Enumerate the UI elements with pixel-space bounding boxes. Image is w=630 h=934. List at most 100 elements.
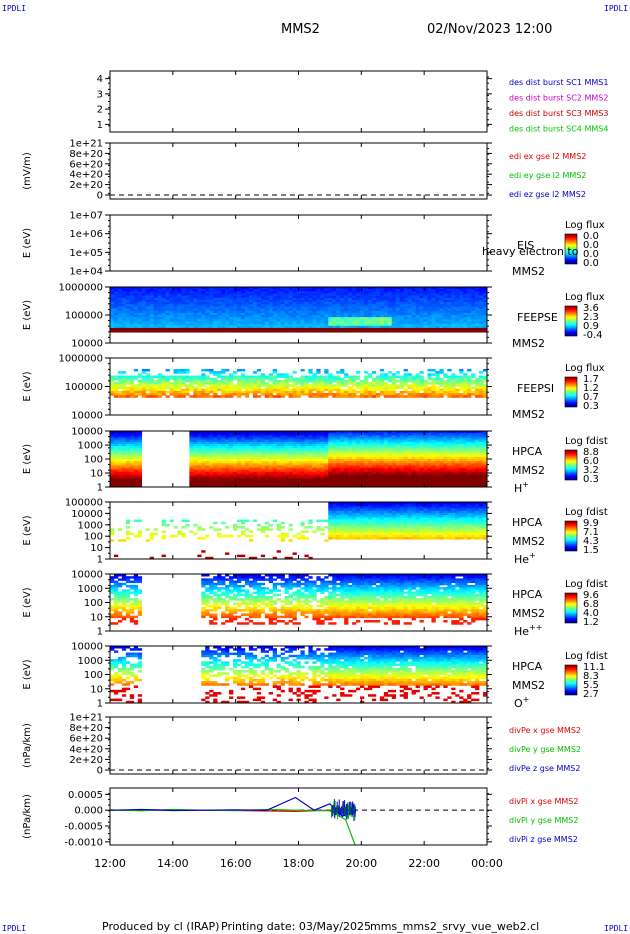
spectrogram-cell	[205, 443, 210, 447]
spectrogram-cell	[137, 315, 143, 318]
spectrogram-cell	[407, 441, 412, 445]
spectrogram-cell	[236, 471, 242, 475]
spectrogram-cell	[133, 393, 139, 396]
spectrogram-cell	[209, 291, 214, 294]
spectrogram-cell	[244, 452, 250, 455]
spectrogram-cell	[479, 371, 484, 374]
spectrogram-cell	[256, 469, 262, 473]
spectrogram-cell	[280, 304, 285, 307]
spectrogram-cell	[264, 435, 270, 438]
spectrogram-cell	[399, 474, 404, 477]
spectrogram-cell	[475, 393, 480, 396]
spectrogram-cell	[336, 484, 341, 488]
spectrogram-cell	[229, 478, 234, 481]
spectrogram-cell	[248, 377, 254, 381]
spectrogram-cell	[356, 482, 361, 486]
spectrogram-cell	[479, 291, 484, 294]
spectrogram-cell	[328, 291, 333, 294]
spectrogram-cell	[153, 299, 158, 303]
spectrogram-cell	[113, 375, 119, 379]
spectrogram-cell	[288, 435, 293, 438]
spectrogram-cell	[233, 478, 238, 481]
spectrogram-cell	[411, 467, 416, 471]
spectrogram-cell	[248, 308, 254, 311]
spectrogram-cell	[379, 437, 385, 440]
spectrogram-cell	[336, 330, 341, 333]
spectrogram-cell	[213, 433, 218, 436]
spectrogram-cell	[276, 291, 281, 294]
spectrogram-cell	[475, 379, 480, 383]
spectrogram-cell	[391, 459, 397, 462]
spectrogram-cell	[121, 388, 127, 392]
spectrogram-cell	[427, 390, 432, 394]
spectrogram-cell	[407, 308, 412, 311]
spectrogram-cell	[308, 395, 313, 398]
spectrogram-cell	[371, 484, 377, 488]
spectrogram-cell	[288, 310, 293, 314]
spectrogram-cell	[141, 302, 147, 305]
spectrogram-cell	[137, 293, 143, 296]
spectrogram-cell	[264, 439, 270, 443]
spectrogram-cell	[379, 295, 385, 299]
spectrogram-cell	[344, 390, 349, 394]
spectrogram-cell	[391, 312, 397, 316]
spectrogram-cell	[324, 317, 329, 320]
spectrogram-cell	[181, 368, 186, 372]
spectrogram-cell	[256, 456, 262, 460]
spectrogram-cell	[439, 308, 444, 311]
spectrogram-cell	[205, 437, 210, 440]
spectrogram-cell	[459, 317, 464, 320]
spectrogram-cell	[479, 377, 484, 381]
spectrogram-cell	[328, 299, 333, 303]
spectrogram-cell	[236, 443, 242, 447]
spectrogram-cell	[110, 382, 115, 385]
spectrogram-cell	[459, 287, 464, 290]
spectrogram-cell	[371, 293, 377, 296]
spectrogram-cell	[300, 297, 305, 301]
spectrogram-cell	[435, 295, 440, 299]
spectrogram-cell	[240, 450, 246, 453]
spectrogram-cell	[141, 321, 147, 324]
spectrogram-cell	[284, 431, 289, 434]
spectrogram-cell	[340, 315, 345, 318]
spectrogram-cell	[189, 299, 194, 303]
spectrogram-cell	[233, 297, 238, 301]
spectrogram-cell	[379, 478, 385, 481]
spectrogram-cell	[153, 390, 158, 394]
spectrogram-cell	[407, 459, 412, 462]
spectrogram-cell	[296, 390, 301, 394]
spectrogram-cell	[483, 375, 488, 379]
spectrogram-cell	[125, 482, 131, 486]
spectrogram-cell	[367, 291, 373, 294]
spectrogram-cell	[423, 469, 428, 473]
spectrogram-cell	[217, 482, 222, 486]
spectrogram-cell	[233, 463, 238, 466]
spectrogram-cell	[352, 456, 357, 460]
spectrogram-cell	[113, 295, 119, 299]
spectrogram-cell	[213, 323, 218, 327]
spectrogram-cell	[463, 386, 468, 389]
y-tick-label: 1e+04	[69, 267, 103, 278]
spectrogram-cell	[316, 375, 321, 379]
spectrogram-cell	[165, 295, 170, 299]
spectrogram-cell	[467, 312, 472, 316]
spectrogram-cell	[308, 330, 313, 333]
spectrogram-cell	[213, 474, 218, 477]
spectrogram-cell	[280, 382, 285, 385]
spectrogram-cell	[272, 467, 277, 471]
spectrogram-cell	[137, 393, 143, 396]
spectrogram-cell	[201, 295, 206, 299]
spectrogram-cell	[149, 319, 154, 322]
spectrogram-cell	[185, 384, 190, 387]
spectrogram-cell	[268, 293, 274, 296]
spectrogram-cell	[240, 456, 246, 460]
spectrogram-cell	[113, 330, 119, 333]
spectrogram-cell	[209, 441, 214, 445]
spectrogram-cell	[383, 443, 389, 447]
spectrogram-cell	[387, 437, 393, 440]
spectrogram-cell	[244, 297, 250, 301]
spectrogram-cell	[137, 484, 143, 488]
spectrogram-cell	[387, 459, 393, 462]
spectrogram-cell	[209, 287, 214, 290]
spectrogram-cell	[288, 454, 293, 458]
